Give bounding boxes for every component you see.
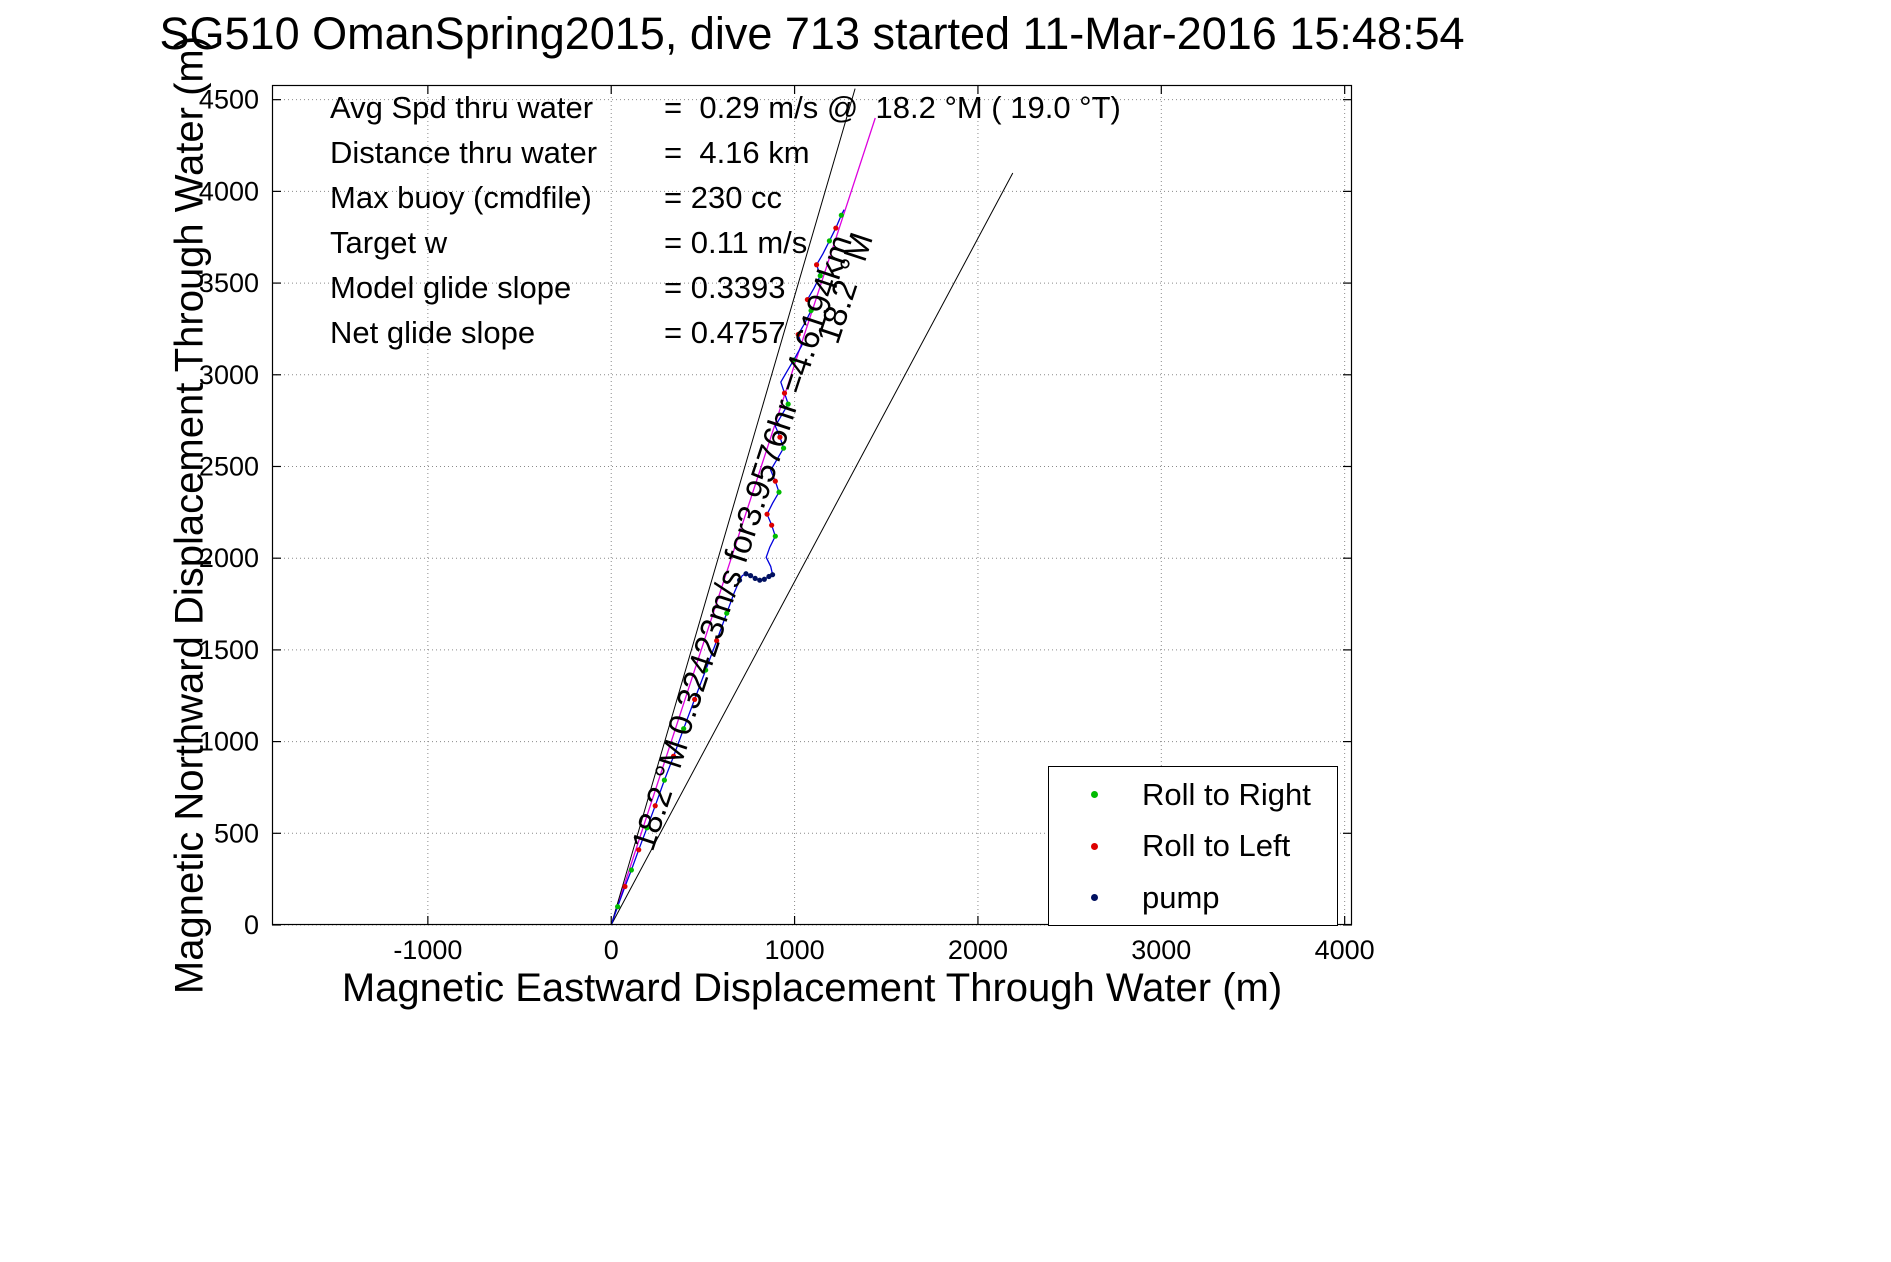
y-tick-label: 1000 <box>199 727 259 757</box>
roll-right-dot <box>661 777 667 783</box>
x-tick-label: 2000 <box>948 935 1008 965</box>
roll-left-dot <box>833 225 839 231</box>
roll-right-dot <box>817 273 823 279</box>
fan-line-right <box>610 172 1014 926</box>
roll-left-dot <box>813 262 820 268</box>
roll-right-dot <box>644 825 650 831</box>
roll-left-dot <box>764 511 770 517</box>
roll-right-dot <box>681 726 687 732</box>
y-tick-label: 4500 <box>199 85 259 115</box>
roll-right-dot <box>615 904 621 910</box>
roll-right-dot <box>791 357 797 363</box>
roll-right-dot <box>628 867 634 873</box>
y-tick-label: 1500 <box>199 635 259 665</box>
y-tick-label: 3000 <box>199 360 259 390</box>
pump-dot <box>743 571 749 577</box>
x-tick-label: 0 <box>604 935 619 965</box>
roll-left-dot <box>670 753 677 759</box>
y-tick-label: 4000 <box>199 176 259 206</box>
roll-left-dot <box>795 331 801 338</box>
roll-right-dot <box>724 610 730 616</box>
y-tick-labels: 0 500 1000 1500 2000 2500 3000 3500 4000 4500 <box>199 85 259 940</box>
y-tick-label: 500 <box>214 818 259 848</box>
roll-left-dot <box>781 390 788 396</box>
course-line <box>610 117 876 926</box>
x-tick-label: -1000 <box>393 935 462 965</box>
fan-line-left <box>610 88 856 926</box>
x-tick-label: 4000 <box>1315 935 1375 965</box>
roll-right-dot <box>785 401 791 407</box>
pump-dot <box>736 577 743 583</box>
x-tick-labels: -1000 0 1000 2000 3000 4000 <box>393 935 1374 965</box>
y-tick-label: 3500 <box>199 268 259 298</box>
pump-dot <box>747 573 754 579</box>
roll-right-dot <box>808 307 814 314</box>
axes-box <box>271 84 1353 926</box>
roll-right-dot <box>703 667 709 673</box>
x-tick-label: 1000 <box>765 935 825 965</box>
y-tick-label: 2500 <box>199 451 259 481</box>
roll-right-dot <box>772 533 778 539</box>
roll-right-dot <box>838 212 844 218</box>
roll-left-dot <box>772 478 778 484</box>
tick-marks <box>272 85 1352 926</box>
x-axis-label: Magnetic Eastward Displacement Through W… <box>341 966 1283 1010</box>
plot-area: -1000 0 1000 2000 3000 4000 0 500 1000 1500 2000 25… <box>199 84 1375 965</box>
roll-left-dot <box>652 803 658 809</box>
pump-dot <box>752 575 758 581</box>
x-tick-label: 3000 <box>1131 935 1191 965</box>
pump-dot <box>761 576 767 582</box>
roll-left-dot <box>636 847 642 853</box>
roll-left-dot <box>622 883 628 890</box>
roll-left-dot <box>692 696 698 703</box>
roll-left-dot <box>804 296 811 303</box>
roll-right-dot <box>776 489 782 495</box>
roll-right-dots <box>615 212 844 910</box>
grid <box>272 85 1352 926</box>
roll-right-dot <box>826 238 833 244</box>
y-tick-label: 2000 <box>199 543 259 573</box>
roll-right-dot <box>780 445 787 451</box>
roll-left-dot <box>769 522 775 528</box>
pump-dot <box>757 577 763 583</box>
roll-left-dot <box>714 638 720 644</box>
pump-dot <box>769 572 776 578</box>
pump-dots <box>736 571 776 583</box>
figure-title: SG510 OmanSpring2015, dive 713 started 1… <box>159 8 1465 59</box>
roll-left-dots <box>622 225 839 890</box>
roll-left-dot <box>777 434 783 440</box>
y-tick-label: 0 <box>244 910 259 940</box>
